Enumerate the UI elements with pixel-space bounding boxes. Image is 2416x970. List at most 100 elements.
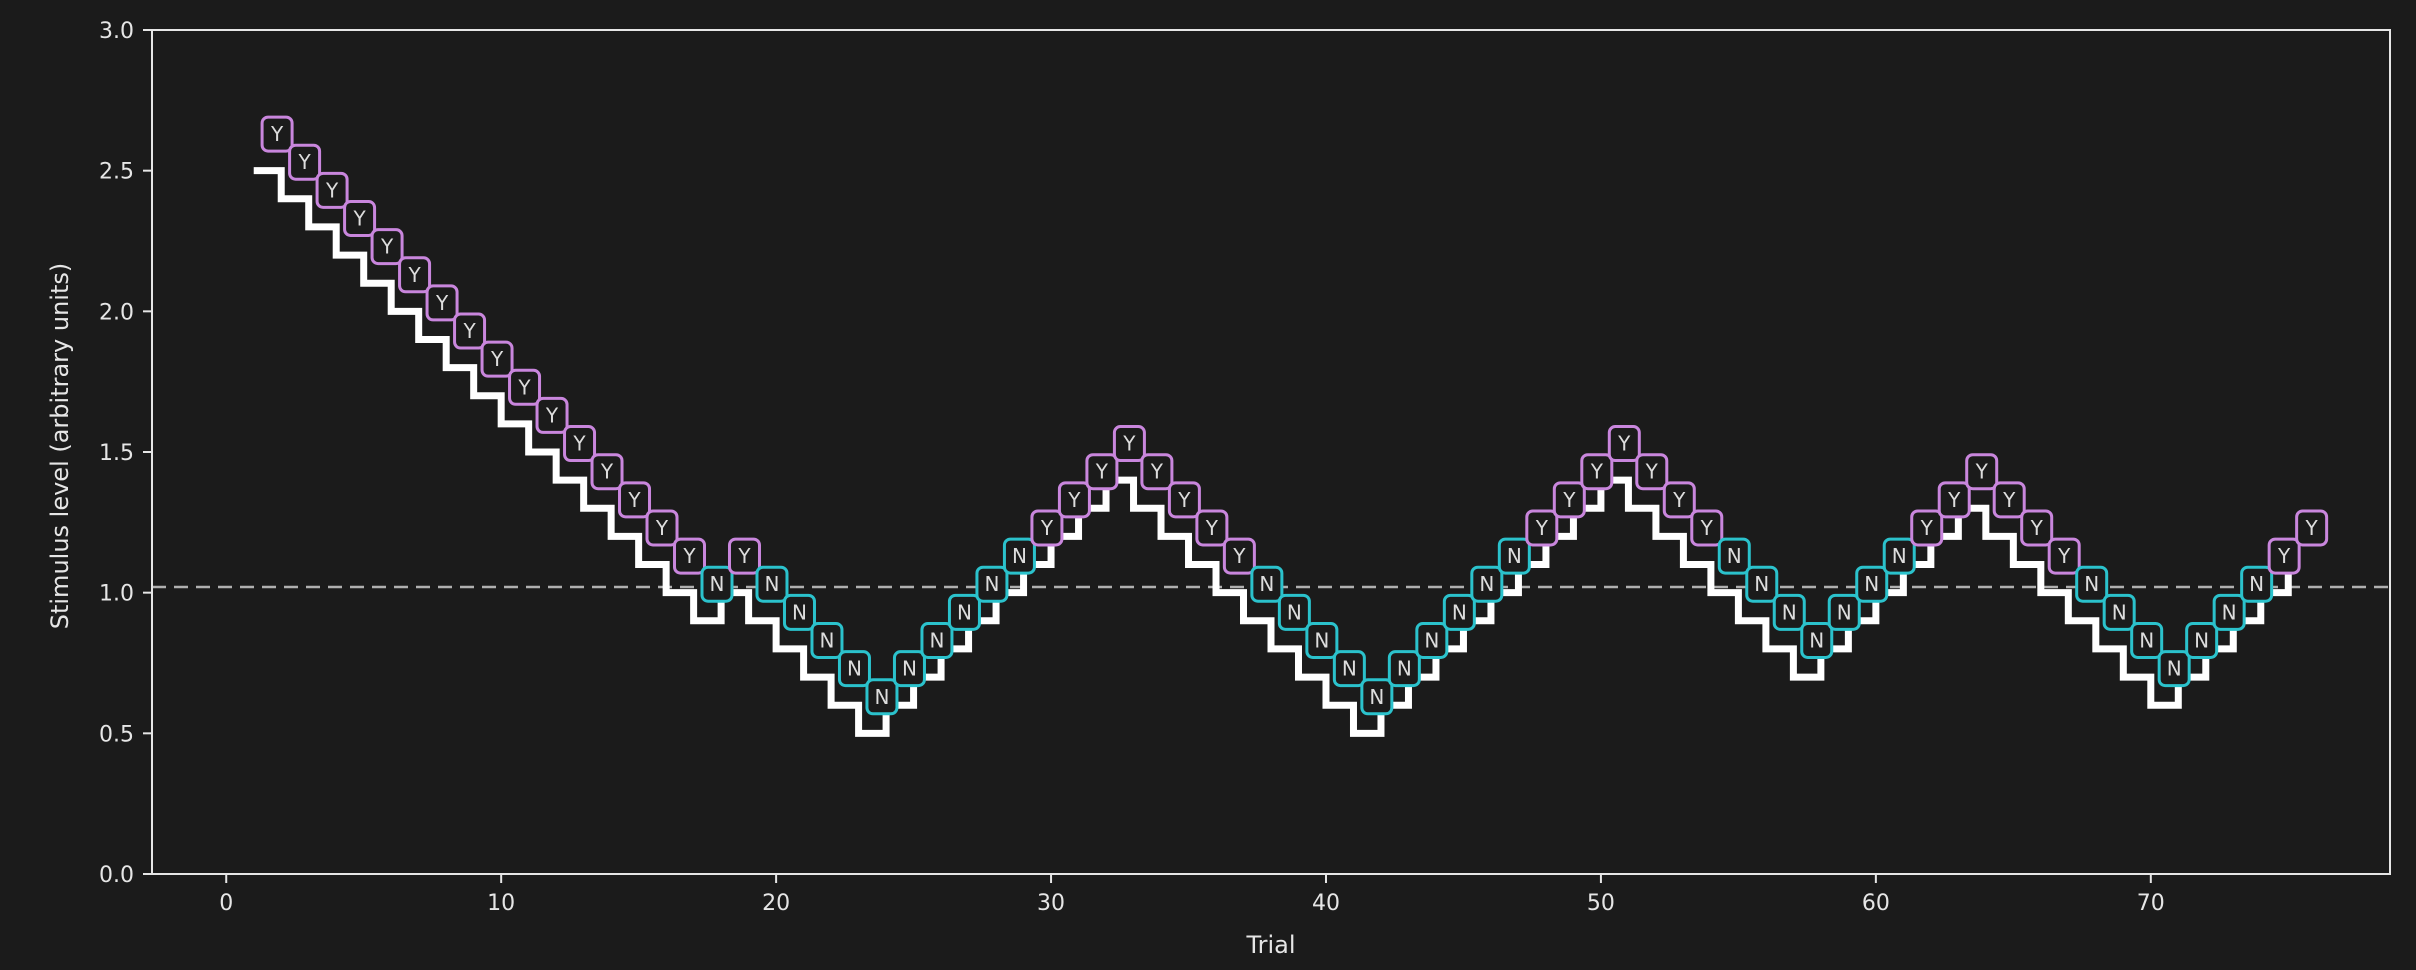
response-letter: Y (2030, 516, 2044, 540)
response-box (1250, 565, 1284, 603)
response-letter: Y (627, 488, 641, 512)
response-letter: Y (1095, 460, 1109, 484)
response-box (343, 199, 377, 237)
response-letter: Y (297, 150, 311, 174)
response-letter: Y (1975, 460, 1989, 484)
response-letter: N (819, 628, 834, 652)
response-letter: Y (1700, 516, 1714, 540)
response-letter: Y (2002, 488, 2016, 512)
response-box (1772, 593, 1806, 631)
response-letter: Y (1947, 488, 1961, 512)
response-marker-yes: Y (1607, 425, 1641, 463)
response-box (920, 621, 954, 659)
response-marker-no: N (2157, 650, 2191, 688)
response-letter: N (929, 628, 944, 652)
response-letter: N (2249, 572, 2264, 596)
response-box (425, 284, 459, 322)
response-box (2267, 537, 2301, 575)
response-box (645, 509, 679, 547)
response-letter: N (874, 685, 889, 709)
response-marker-yes: Y (260, 115, 294, 153)
response-letter: N (1864, 572, 1879, 596)
response-box (1580, 453, 1614, 491)
y-tick-label: 2.0 (99, 300, 134, 325)
response-letter: Y (462, 319, 476, 343)
response-marker-no: N (782, 593, 816, 631)
response-box (1470, 565, 1504, 603)
response-box (260, 115, 294, 153)
response-box (1882, 537, 1916, 575)
response-letter: Y (407, 263, 421, 287)
response-marker-yes: Y (508, 368, 542, 406)
response-box (1415, 621, 1449, 659)
response-box (288, 143, 322, 181)
x-tick-label: 0 (219, 891, 233, 916)
response-marker-no: N (1497, 537, 1531, 575)
response-box (453, 312, 487, 350)
response-box (755, 565, 789, 603)
response-letter: Y (435, 291, 449, 315)
response-marker-yes: Y (535, 396, 569, 434)
response-marker-yes: Y (1552, 481, 1586, 519)
response-box (2047, 537, 2081, 575)
response-letter: N (2194, 628, 2209, 652)
response-marker-no: N (1250, 565, 1284, 603)
response-marker-no: N (975, 565, 1009, 603)
response-box (2075, 565, 2109, 603)
response-marker-yes: Y (1167, 481, 1201, 519)
response-box (1745, 565, 1779, 603)
response-letter: Y (1232, 544, 1246, 568)
response-box (480, 340, 514, 378)
response-letter: Y (1177, 488, 1191, 512)
response-letter: N (1727, 544, 1742, 568)
response-letter: N (1452, 600, 1467, 624)
response-box (398, 256, 432, 294)
response-letter: N (1479, 572, 1494, 596)
response-box (590, 453, 624, 491)
response-letter: Y (380, 235, 394, 259)
response-box (1992, 481, 2026, 519)
response-box (1002, 537, 1036, 575)
response-box (1717, 537, 1751, 575)
response-letter: Y (655, 516, 669, 540)
response-marker-yes: Y (1635, 453, 1669, 491)
response-marker-no: N (810, 621, 844, 659)
response-box (2130, 621, 2164, 659)
response-letter: N (847, 657, 862, 681)
response-marker-yes: Y (645, 509, 679, 547)
response-letter: Y (682, 544, 696, 568)
response-letter: Y (1205, 516, 1219, 540)
response-letter: N (1342, 657, 1357, 681)
response-box (1800, 621, 1834, 659)
response-marker-yes: Y (425, 284, 459, 322)
response-marker-yes: Y (2267, 537, 2301, 575)
response-box (1387, 650, 1421, 688)
response-box (2185, 621, 2219, 659)
response-marker-yes: Y (563, 425, 597, 463)
response-marker-no: N (2075, 565, 2109, 603)
x-tick-label: 10 (487, 891, 515, 916)
response-marker-no: N (1882, 537, 1916, 575)
response-box (1277, 593, 1311, 631)
response-box (975, 565, 1009, 603)
response-marker-yes: Y (1937, 481, 1971, 519)
response-marker-yes: Y (288, 143, 322, 181)
response-letter: Y (490, 347, 504, 371)
response-marker-yes: Y (1112, 425, 1146, 463)
response-letter: N (2222, 600, 2237, 624)
response-marker-no: N (1002, 537, 1036, 575)
response-letter: Y (1562, 488, 1576, 512)
response-letter: N (1012, 544, 1027, 568)
response-box (782, 593, 816, 631)
response-marker-yes: Y (1662, 481, 1696, 519)
response-letter: Y (1150, 460, 1164, 484)
response-marker-no: N (1855, 565, 1889, 603)
response-box (1167, 481, 1201, 519)
response-box (673, 537, 707, 575)
response-letter: Y (1040, 516, 1054, 540)
response-marker-yes: Y (618, 481, 652, 519)
response-letter: N (957, 600, 972, 624)
response-marker-no: N (1800, 621, 1834, 659)
response-box (1525, 509, 1559, 547)
